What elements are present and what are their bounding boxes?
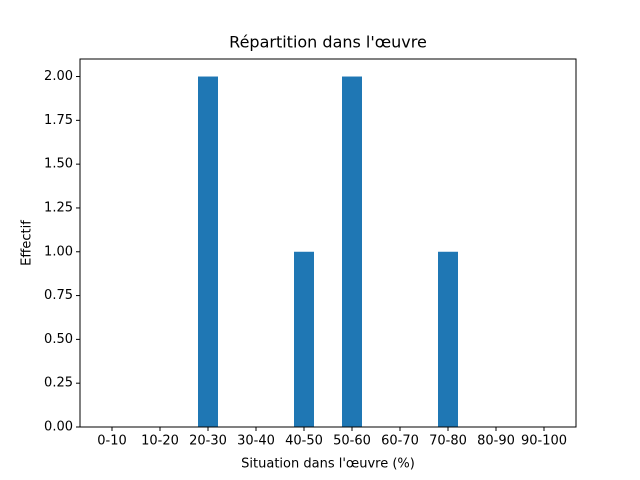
y-tick-label: 0.00	[44, 420, 73, 435]
x-axis-label: Situation dans l'œuvre (%)	[241, 457, 415, 472]
y-tick-label: 0.25	[44, 376, 73, 391]
y-tick-label: 1.50	[44, 157, 73, 172]
y-tick-label: 0.75	[44, 288, 73, 303]
bar	[198, 76, 218, 428]
y-axis-label: Effectif	[20, 220, 35, 266]
y-tick-label: 2.00	[44, 69, 73, 84]
y-tick-label: 1.25	[44, 200, 73, 215]
x-tick-label: 0-10	[97, 434, 127, 449]
bar	[342, 76, 362, 428]
bar	[294, 251, 314, 427]
x-tick-label: 60-70	[381, 434, 419, 449]
x-tick-label: 40-50	[285, 434, 323, 449]
x-tick-label: 10-20	[141, 434, 179, 449]
x-tick-label: 50-60	[333, 434, 371, 449]
y-tick-label: 1.00	[44, 244, 73, 259]
y-tick-label: 0.50	[44, 332, 73, 347]
x-tick-label: 90-100	[521, 434, 567, 449]
bar	[438, 251, 458, 427]
x-tick-label: 30-40	[237, 434, 275, 449]
plot-frame	[79, 58, 577, 428]
x-tick-label: 20-30	[189, 434, 227, 449]
y-tick-label: 1.75	[44, 113, 73, 128]
x-tick-label: 70-80	[429, 434, 467, 449]
chart-title: Répartition dans l'œuvre	[229, 33, 427, 52]
x-tick-label: 80-90	[477, 434, 515, 449]
